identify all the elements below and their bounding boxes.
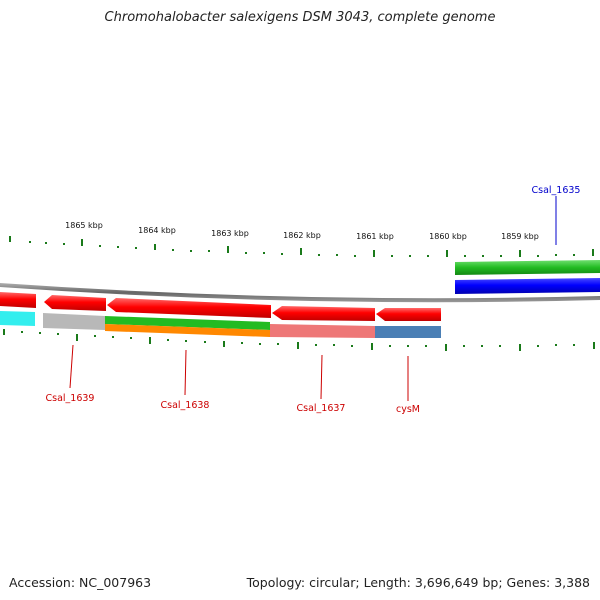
outer-scale-ticks — [9, 236, 594, 257]
kbp-label: 1860 kbp — [429, 232, 467, 241]
feature-Csal_1635[interactable] — [455, 278, 600, 294]
feature-Csal_1637[interactable] — [272, 306, 375, 321]
kbp-label: 1864 kbp — [138, 226, 176, 235]
accession-text: Accession: NC_007963 — [9, 575, 152, 590]
genome-summary-text: Topology: circular; Length: 3,696,649 bp… — [246, 575, 590, 590]
inner-scale-ticks — [3, 329, 595, 351]
kbp-label: 1863 kbp — [211, 229, 249, 238]
reverse-strand-features — [0, 292, 441, 321]
kbp-label: 1865 kbp — [65, 221, 103, 230]
kbp-label: 1862 kbp — [283, 231, 321, 240]
lower-annotation-band — [0, 311, 441, 338]
scale-labels: 1865 kbp 1864 kbp 1863 kbp 1862 kbp 1861… — [65, 221, 539, 241]
gene-label-cysM[interactable]: cysM — [396, 404, 420, 415]
genome-backbone — [0, 283, 600, 303]
label-leaders — [69, 196, 557, 401]
feature-Csal_1638[interactable] — [107, 298, 271, 318]
gene-label-Csal_1639[interactable]: Csal_1639 — [46, 393, 95, 404]
gene-label-Csal_1635[interactable]: Csal_1635 — [532, 185, 581, 196]
feature-Csal_1639[interactable] — [44, 295, 106, 311]
feature-cysM[interactable] — [376, 308, 441, 321]
map-title: Chromohalobacter salexigens DSM 3043, co… — [104, 10, 496, 25]
gene-labels: Csal_1635 Csal_1639 Csal_1638 Csal_1637 … — [46, 185, 581, 415]
kbp-label: 1859 kbp — [501, 232, 539, 241]
gene-label-Csal_1638[interactable]: Csal_1638 — [161, 400, 210, 411]
kbp-label: 1861 kbp — [356, 232, 394, 241]
gc-content-band — [455, 260, 600, 275]
gene-label-Csal_1637[interactable]: Csal_1637 — [297, 403, 346, 414]
feature-left-cds[interactable] — [0, 292, 36, 308]
